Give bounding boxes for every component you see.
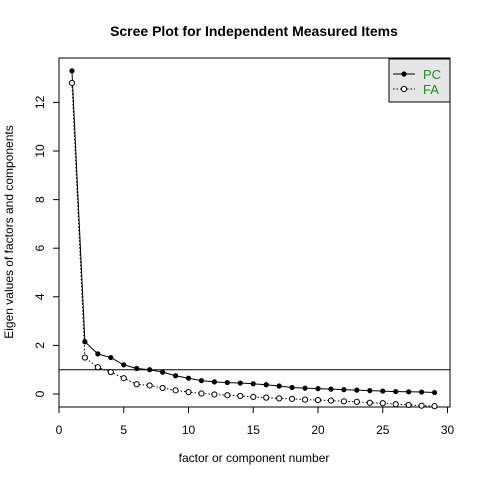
data-point-fa — [81, 354, 89, 361]
data-point-pc — [198, 378, 205, 384]
data-point-fa — [301, 396, 309, 403]
data-point-fa — [198, 390, 205, 397]
x-tick-label: 30 — [441, 423, 455, 437]
legend-pc-marker — [401, 71, 407, 77]
data-point-pc — [289, 384, 295, 391]
data-point-pc — [108, 354, 114, 361]
data-point-pc — [82, 339, 88, 345]
y-tick-label: 4 — [33, 293, 47, 300]
data-point-fa — [133, 381, 140, 388]
legend: PC FA — [388, 58, 451, 103]
series-line-pc — [71, 70, 435, 394]
data-point-fa — [379, 400, 386, 407]
data-point-fa — [250, 393, 257, 401]
data-point-pc — [185, 375, 192, 381]
data-point-fa — [314, 396, 322, 404]
data-point-pc — [134, 365, 140, 372]
legend-pc-label: PC — [423, 67, 441, 82]
data-point-fa — [68, 79, 76, 87]
data-point-pc — [121, 362, 127, 368]
y-tick-label: 0 — [33, 390, 47, 397]
data-point-pc — [431, 389, 438, 396]
data-point-fa — [327, 397, 335, 404]
data-point-fa — [366, 399, 373, 406]
data-point-fa — [146, 382, 153, 389]
data-point-fa — [431, 403, 438, 410]
data-point-fa — [172, 387, 179, 394]
data-point-pc — [302, 385, 308, 391]
legend-fa-marker — [400, 85, 408, 93]
data-point-fa — [120, 375, 127, 382]
data-point-pc — [160, 369, 166, 375]
data-point-pc — [147, 367, 153, 373]
data-point-fa — [353, 398, 360, 405]
data-point-fa — [418, 402, 425, 409]
data-point-fa — [224, 392, 231, 399]
data-point-pc — [237, 380, 243, 386]
data-point-pc — [276, 383, 282, 389]
series-line-fa — [71, 82, 435, 407]
legend-fa-label: FA — [423, 82, 439, 97]
data-point-pc — [419, 389, 425, 395]
data-point-pc — [341, 387, 347, 393]
data-point-fa — [289, 395, 296, 402]
x-tick-label: 10 — [182, 423, 196, 437]
data-point-fa — [392, 401, 399, 408]
data-point-pc — [354, 387, 360, 393]
data-point-fa — [237, 392, 244, 400]
chart-title: Scree Plot for Independent Measured Item… — [110, 23, 398, 39]
data-point-pc — [328, 386, 334, 392]
data-point-fa — [405, 401, 412, 409]
data-point-pc — [263, 382, 269, 388]
plot-frame — [58, 57, 451, 408]
data-point-pc — [406, 389, 412, 395]
y-tick-label: 12 — [33, 95, 47, 109]
y-tick-label: 10 — [33, 144, 47, 158]
data-point-fa — [263, 394, 270, 401]
data-point-fa — [211, 391, 218, 398]
y-tick-label: 2 — [33, 342, 47, 349]
x-tick-label: 25 — [376, 423, 390, 437]
data-point-pc — [224, 379, 230, 386]
data-point-pc — [250, 381, 256, 387]
y-tick-label: 8 — [33, 196, 47, 203]
data-point-pc — [172, 373, 179, 379]
data-point-fa — [185, 388, 192, 396]
y-axis-label: Eigen values of factors and components — [2, 125, 16, 338]
data-point-fa — [340, 398, 347, 405]
plot-layer: 0 5 10 15 20 25 30 0 2 4 6 8 10 12 — [33, 68, 454, 437]
x-tick-label: 15 — [247, 423, 261, 437]
data-point-fa — [107, 369, 114, 376]
x-tick-label: 5 — [120, 423, 127, 437]
x-axis-label: factor or component number — [179, 451, 330, 465]
legend-box — [388, 58, 451, 103]
data-point-pc — [95, 351, 101, 357]
data-point-pc — [380, 388, 386, 394]
data-point-pc — [69, 68, 75, 74]
data-point-pc — [211, 379, 217, 385]
data-point-pc — [367, 387, 373, 394]
data-point-pc — [315, 386, 321, 392]
data-point-pc — [393, 388, 399, 395]
data-point-fa — [94, 364, 101, 371]
y-tick-label: 6 — [33, 245, 47, 252]
data-point-fa — [276, 395, 283, 402]
data-point-fa — [159, 384, 166, 392]
x-tick-label: 0 — [56, 423, 63, 437]
x-tick-label: 20 — [311, 423, 325, 437]
